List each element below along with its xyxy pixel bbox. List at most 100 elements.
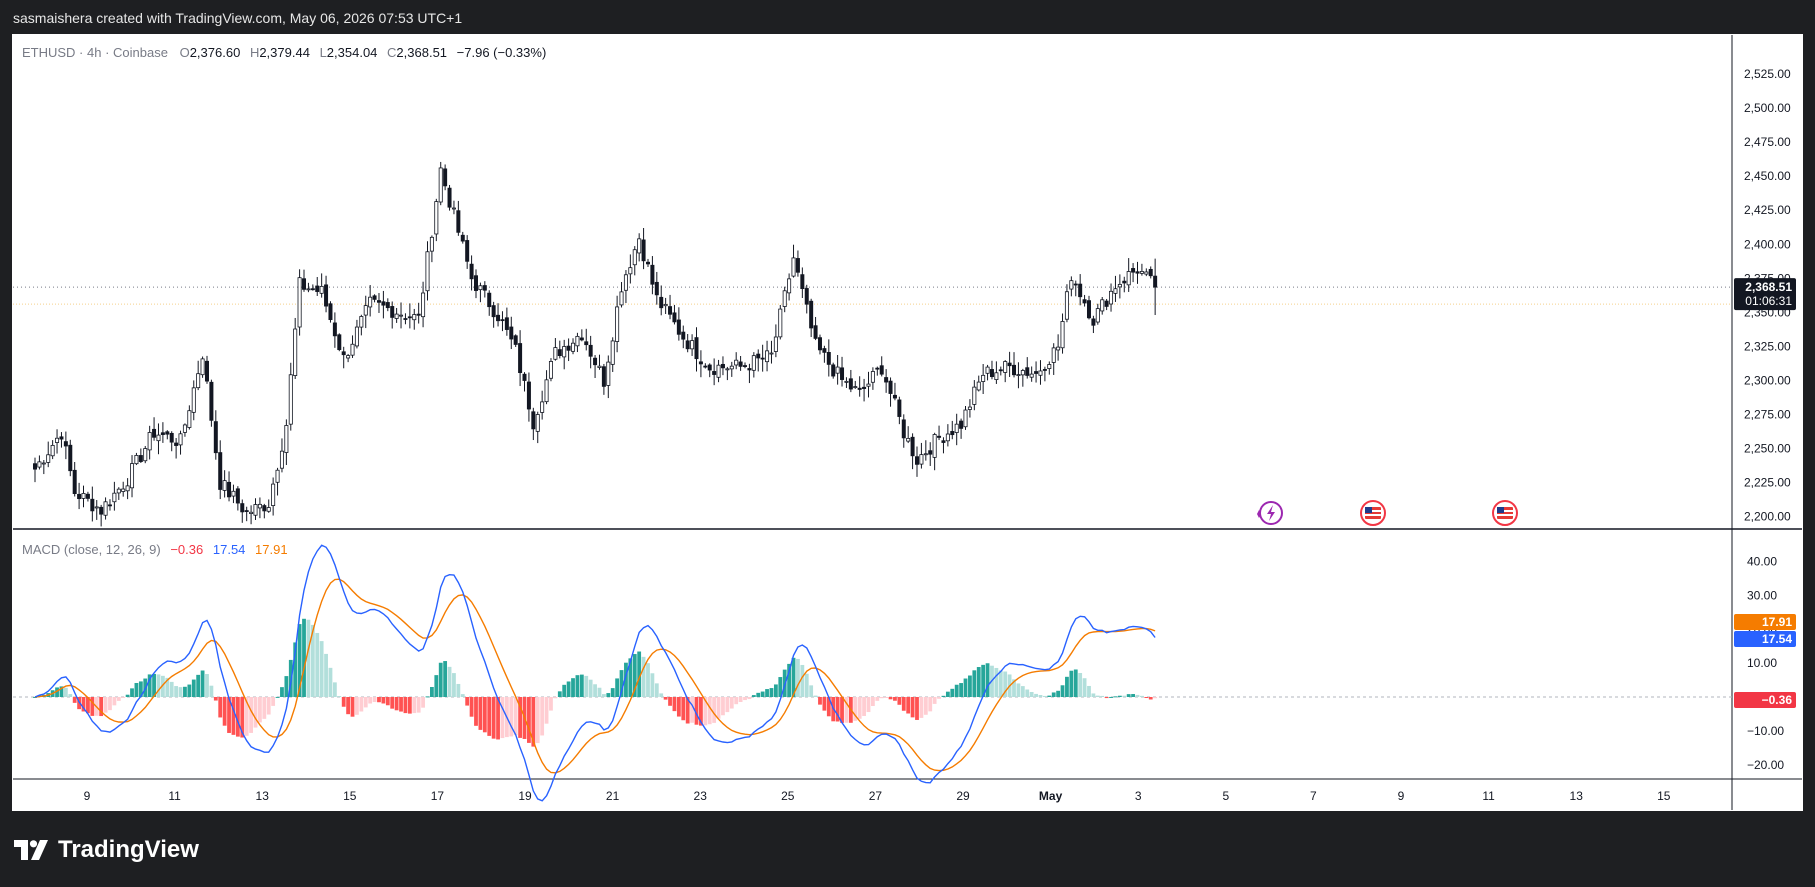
macd-hist-bar xyxy=(59,686,64,697)
candle-body xyxy=(606,361,611,386)
candle-body xyxy=(1086,300,1091,319)
candle-body xyxy=(482,285,487,291)
candle-body xyxy=(1042,368,1047,371)
macd-hist-bar xyxy=(412,697,417,714)
macd-hist-bar xyxy=(33,697,37,698)
macd-hist-bar xyxy=(240,697,245,738)
macd-hist-bar xyxy=(884,697,889,698)
macd-hist-bar xyxy=(222,697,227,726)
tradingview-logo-text: TradingView xyxy=(58,836,199,863)
macd-hist-bar xyxy=(1140,695,1144,697)
macd-hist-bar xyxy=(394,697,399,711)
candle-body xyxy=(676,319,681,335)
macd-hist-bar xyxy=(866,697,871,713)
candle-body xyxy=(1082,299,1087,304)
macd-signal-tag-bg xyxy=(1734,614,1796,630)
macd-hist-bar xyxy=(1135,694,1140,697)
price-tick-label: 2,525.00 xyxy=(1744,67,1791,81)
candle-body xyxy=(694,337,699,360)
macd-hist-bar xyxy=(672,697,677,712)
candle-body xyxy=(1100,299,1105,312)
candle-body xyxy=(866,383,871,387)
macd-hist-bar xyxy=(804,673,809,697)
macd-hist-bar xyxy=(897,697,902,705)
candle-body xyxy=(143,448,148,462)
candle-body xyxy=(738,361,743,367)
candle-body xyxy=(1056,346,1061,351)
macd-signal-tag: 17.91 xyxy=(1762,615,1792,629)
candle-body xyxy=(588,344,593,357)
price-tick-label: 2,250.00 xyxy=(1744,442,1791,456)
candle-body xyxy=(659,296,664,309)
macd-hist-bar xyxy=(390,697,395,709)
candle-body xyxy=(412,314,417,321)
candle-body xyxy=(641,239,646,262)
candle-body xyxy=(981,374,986,382)
candle-body xyxy=(1051,347,1056,363)
macd-hist-bar xyxy=(430,686,434,697)
candle-body xyxy=(751,355,756,371)
candle-body xyxy=(698,361,703,365)
macd-hist-bar xyxy=(103,697,108,713)
price-tick-label: 2,475.00 xyxy=(1744,135,1791,149)
candle-body xyxy=(632,249,637,266)
candle-body xyxy=(998,369,1003,372)
candle-body xyxy=(473,275,478,291)
candle-body xyxy=(716,364,721,378)
candle-body xyxy=(196,373,201,389)
tradingview-logo[interactable]: TradingView xyxy=(14,836,199,864)
macd-hist-bar xyxy=(1029,691,1034,697)
candle-body xyxy=(160,432,165,435)
date-tick-label: 15 xyxy=(343,789,357,803)
date-tick-label: 17 xyxy=(431,789,445,803)
macd-hist-bar xyxy=(844,697,849,723)
candle-body xyxy=(487,292,492,308)
date-tick-label: 21 xyxy=(606,789,620,803)
chart-area[interactable] xyxy=(12,34,1803,811)
candle-body xyxy=(518,343,523,374)
candle-body xyxy=(540,401,545,413)
candle-body xyxy=(310,288,315,291)
macd-hist-bar xyxy=(840,697,844,723)
macd-hist-bar xyxy=(985,663,990,697)
macd-hist-bar xyxy=(663,697,668,700)
macd-hist-bar xyxy=(566,681,571,697)
candle-body xyxy=(130,463,135,489)
candle-body xyxy=(324,284,329,307)
macd-hist-bar xyxy=(169,681,174,697)
price-tick-label: 2,225.00 xyxy=(1744,476,1791,490)
macd-hist-bar xyxy=(399,697,403,712)
candle-body xyxy=(571,342,576,352)
macd-hist-bar xyxy=(266,697,271,715)
candle-body xyxy=(610,340,615,365)
candle-body xyxy=(271,483,276,506)
macd-hist-bar xyxy=(998,670,1003,697)
candle-body xyxy=(156,434,161,442)
candle-body xyxy=(897,399,902,417)
candle-body xyxy=(319,285,324,294)
macd-hist-bar xyxy=(937,697,941,699)
macd-hist-bar xyxy=(721,697,725,716)
candle-body xyxy=(645,261,650,265)
candle-body xyxy=(403,318,408,320)
candle-body xyxy=(438,167,443,203)
candle-body xyxy=(77,493,82,500)
macd-hist-bar xyxy=(271,697,276,706)
candle-body xyxy=(399,314,404,317)
macd-hist-bar xyxy=(513,697,518,736)
candle-body xyxy=(227,481,232,498)
macd-hist-bar xyxy=(1153,697,1158,699)
open-key: O xyxy=(179,45,190,60)
candle-body xyxy=(1020,370,1025,376)
macd-line-value: 17.54 xyxy=(212,542,246,557)
macd-hist-bar xyxy=(328,667,333,697)
macd-tick-label: −20.00 xyxy=(1747,758,1784,772)
candle-body xyxy=(293,328,298,376)
candle-body xyxy=(368,296,373,308)
candle-body xyxy=(504,317,509,330)
candle-body xyxy=(575,335,580,347)
candle-body xyxy=(848,378,853,390)
macd-hist-bar xyxy=(747,697,752,700)
macd-hist-bar xyxy=(443,661,448,697)
